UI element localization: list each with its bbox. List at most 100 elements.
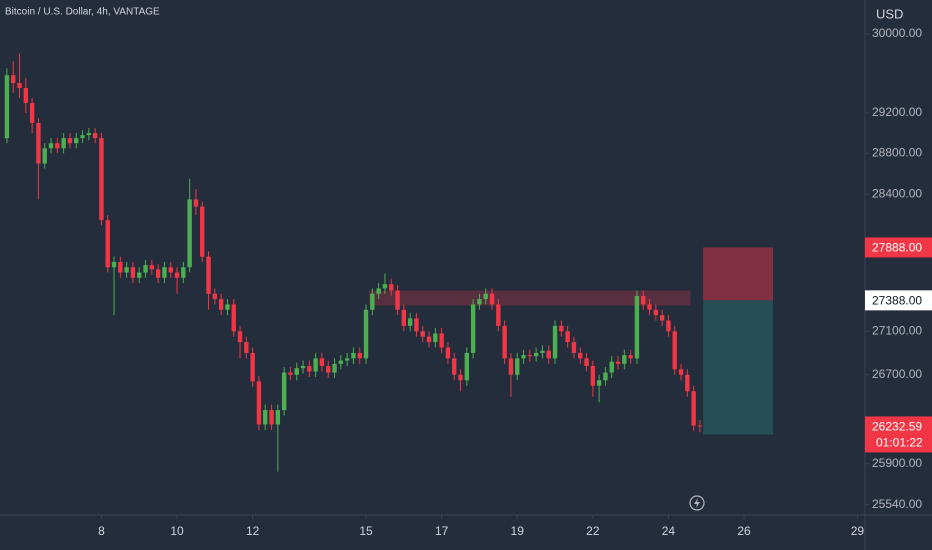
candle-body: [86, 133, 92, 136]
candle-body: [521, 355, 526, 359]
price-label: 27888.00: [872, 241, 922, 255]
candle-body: [483, 293, 488, 300]
candle-body: [4, 75, 10, 139]
candle-body: [80, 135, 85, 139]
x-tick-label: 29: [851, 524, 865, 538]
candle-body: [659, 315, 665, 321]
candle-body: [540, 350, 545, 353]
x-tick-label: 10: [170, 524, 184, 538]
y-tick-label: 30000.00: [872, 26, 922, 40]
candle-body: [477, 299, 482, 305]
candle-body: [92, 133, 98, 139]
candle-body: [546, 350, 551, 359]
candle-body: [622, 355, 627, 364]
y-tick-label: 25900.00: [872, 456, 922, 470]
candle-body: [590, 366, 596, 386]
icon-circle[interactable]: [689, 495, 705, 511]
candle-body: [370, 293, 375, 310]
candle-body: [685, 374, 690, 392]
candle-body: [307, 366, 312, 372]
countdown-label: 01:01:22: [876, 436, 923, 450]
candle-body: [464, 352, 470, 381]
candle-body: [552, 325, 558, 359]
candle-body: [17, 83, 22, 89]
candle-body: [357, 352, 362, 359]
y-tick-label: 26700.00: [872, 367, 922, 381]
candle-body: [470, 304, 476, 353]
candle-body: [231, 304, 236, 332]
candle-body: [29, 102, 35, 124]
stop-zone: [703, 247, 774, 301]
chart-title: Bitcoin / U.S. Dollar, 4h, VANTAGE: [5, 7, 160, 18]
x-tick-label: 12: [246, 524, 260, 538]
candle-body: [452, 358, 457, 375]
candle-body: [237, 331, 243, 343]
resistance-zone: [369, 290, 691, 306]
candle-body: [206, 256, 211, 294]
candle-body: [174, 272, 180, 278]
candle-body: [496, 304, 501, 326]
candle-body: [218, 299, 224, 310]
candle-body: [300, 366, 306, 369]
candle-body: [578, 352, 583, 359]
y-tick-label: 29200.00: [872, 105, 922, 119]
candle-body: [149, 265, 155, 270]
candle-body: [363, 309, 369, 359]
candle-body: [212, 293, 218, 300]
candle-body: [187, 199, 192, 268]
candle-body: [628, 355, 633, 359]
candle-body: [332, 363, 337, 373]
candle-body: [200, 206, 205, 257]
candle-body: [697, 425, 703, 427]
y-tick-label: 28800.00: [872, 145, 922, 159]
candle-body: [489, 293, 495, 305]
candle-body: [294, 368, 299, 375]
price-label: 27388.00: [872, 294, 922, 308]
candle-body: [162, 267, 167, 278]
candle-body: [426, 336, 432, 343]
price-label-box: [865, 237, 932, 258]
candle-body: [137, 272, 142, 278]
candle-body: [338, 360, 344, 364]
x-tick-label: 15: [359, 524, 373, 538]
candle-body: [420, 331, 425, 337]
replay-icon[interactable]: [689, 495, 705, 511]
last-price-label: 26232.59: [872, 420, 922, 434]
candle-body: [23, 88, 29, 103]
candle-body: [508, 358, 514, 375]
candle-body: [42, 148, 47, 164]
candle-body: [61, 138, 66, 149]
candle-body: [678, 369, 684, 375]
candle-body: [615, 361, 621, 364]
y-tick-label: 27100.00: [872, 323, 922, 337]
candle-body: [653, 309, 659, 316]
candle-body: [407, 318, 413, 326]
candle-body: [672, 331, 677, 370]
candle-body: [168, 267, 173, 273]
candle-body: [565, 331, 570, 343]
icon-bolt[interactable]: [694, 498, 700, 508]
candle-body: [74, 138, 79, 144]
candle-body: [395, 290, 400, 310]
candle-body: [603, 372, 608, 381]
x-tick-label: 22: [586, 524, 600, 538]
candle-body: [263, 410, 268, 425]
candle-body: [596, 380, 602, 386]
candle-body: [105, 220, 110, 268]
candle-body: [376, 288, 381, 294]
candle-body: [67, 138, 73, 144]
candle-body: [502, 325, 507, 359]
candle-body: [691, 391, 696, 426]
candle-body: [225, 304, 230, 310]
candle-body: [351, 352, 356, 359]
candle-body: [382, 284, 388, 289]
candle-body: [641, 295, 646, 305]
candle-body: [559, 325, 564, 332]
candle-body: [344, 358, 350, 361]
y-tick-label: 25540.00: [872, 497, 922, 511]
candle-body: [313, 358, 318, 372]
candle-body: [515, 358, 520, 375]
candle-body: [36, 123, 41, 164]
